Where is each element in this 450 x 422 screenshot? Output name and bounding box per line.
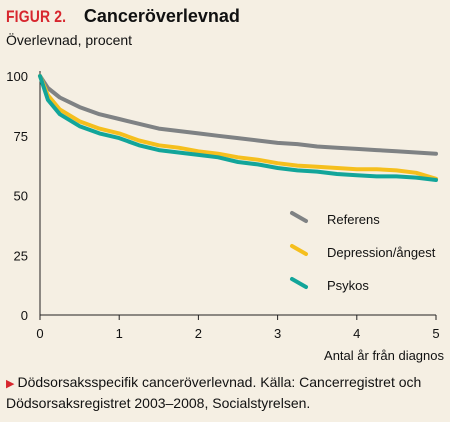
y-tick-label: 100: [6, 69, 28, 84]
legend-swatch: [290, 277, 308, 289]
y-tick-label: 25: [14, 248, 28, 263]
x-tick-label: 1: [116, 326, 123, 341]
legend-swatch: [290, 244, 308, 256]
series-line-0: [38, 74, 438, 156]
y-tick-label: 75: [14, 129, 28, 144]
x-tick-label: 4: [353, 326, 360, 341]
legend-label: Depression/ångest: [327, 245, 436, 260]
legend-label: Psykos: [327, 278, 369, 293]
chart-title: Canceröverlevnad: [83, 6, 240, 26]
x-tick-label: 2: [195, 326, 202, 341]
chart-subtitle: Överlevnad, procent: [6, 32, 133, 48]
caption-arrow-icon: ▶: [6, 378, 15, 390]
chart-caption: ▶ Dödsorsaksspecifik canceröverlevnad. Kä…: [6, 373, 444, 413]
y-tick-label: 50: [14, 189, 28, 204]
x-tick-label: 0: [36, 326, 43, 341]
survival-line-chart: 0 25 50 75 100 0 1 2 3 4 5 Antal år från diagnos Ref…: [6, 69, 444, 363]
series-line-2: [38, 74, 438, 182]
y-tick-label: 0: [21, 308, 28, 323]
legend-label: Referens: [327, 212, 380, 227]
x-axis-label: Antal år från diagnos: [324, 348, 444, 363]
series-line-1: [38, 74, 438, 181]
x-tick-label: 3: [274, 326, 281, 341]
figure-label: FIGUR 2.: [6, 7, 67, 26]
legend-swatch: [290, 211, 308, 223]
x-tick-label: 5: [432, 326, 439, 341]
caption-text: Dödsorsaksspecifik canceröverlevnad. Käl…: [6, 374, 422, 411]
chart-header: FIGUR 2. Canceröverlevnad: [6, 6, 240, 27]
